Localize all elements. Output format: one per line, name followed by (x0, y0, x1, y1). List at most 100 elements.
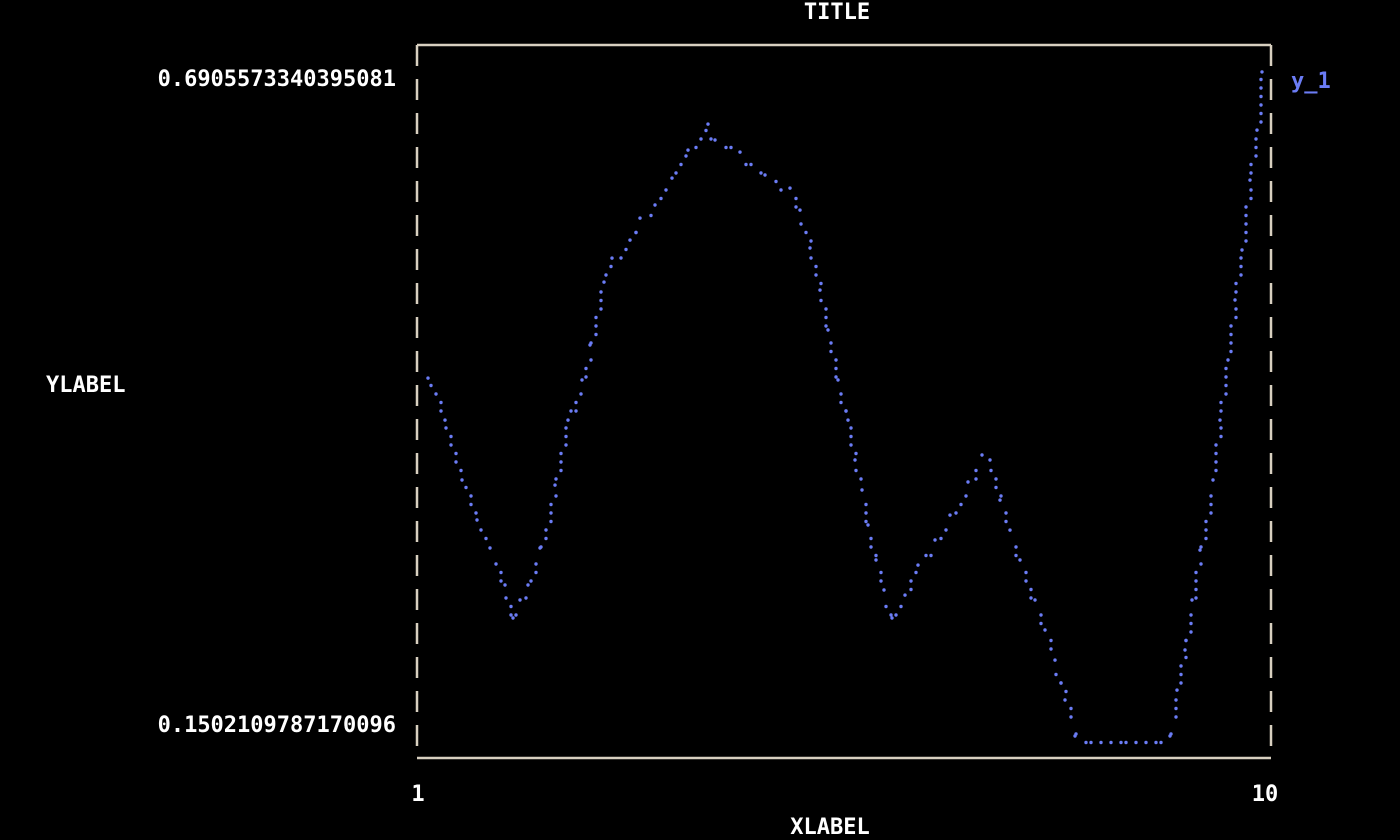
data-point (1175, 688, 1179, 692)
line-dot (469, 494, 473, 498)
line-dot (809, 256, 813, 260)
data-point (836, 378, 840, 382)
line-dot (1219, 400, 1223, 405)
line-dot (1179, 672, 1183, 677)
line-dot (1209, 494, 1213, 498)
line-dot (824, 324, 828, 328)
data-point (903, 593, 907, 597)
line-dot (559, 460, 563, 464)
line-dot (869, 545, 873, 549)
line-dot (524, 596, 528, 600)
line-dot (1224, 383, 1228, 388)
line-dot (954, 511, 958, 515)
line-dot (1234, 281, 1238, 286)
line-dot (834, 358, 838, 362)
y-tick-label-max: 0.6905573340395081 (158, 67, 396, 92)
data-point (998, 498, 1002, 502)
data-point (874, 558, 878, 562)
line-dot (449, 434, 453, 439)
data-point (1218, 418, 1222, 422)
line-dot (604, 273, 608, 277)
line-dot (469, 502, 473, 507)
data-point (738, 150, 742, 154)
line-dot (1119, 740, 1123, 745)
line-dot (1189, 630, 1193, 634)
line-dot (509, 613, 513, 617)
line-dot (1084, 740, 1088, 745)
line-dot (869, 536, 873, 541)
data-point (602, 280, 606, 284)
line-dot (1089, 740, 1093, 745)
data-point (890, 616, 894, 620)
line-dot (879, 570, 883, 575)
line-dot (884, 604, 888, 609)
line-dot (1029, 596, 1033, 600)
line-dot (1194, 587, 1198, 592)
line-dot (909, 579, 913, 583)
line-dot (1204, 519, 1208, 524)
line-dot (804, 230, 808, 235)
data-point (846, 418, 850, 422)
line-dot (574, 400, 578, 405)
line-dot (814, 273, 818, 277)
line-dot (429, 383, 433, 388)
line-dot (1259, 120, 1263, 124)
line-dot (799, 222, 803, 226)
line-dot (1189, 613, 1193, 617)
line-dot (594, 315, 598, 320)
line-dot (549, 511, 553, 515)
line-dot (649, 213, 653, 218)
line-dot (1204, 528, 1208, 532)
line-dot (529, 579, 533, 583)
line-dot (699, 137, 703, 141)
data-point (426, 376, 430, 380)
line-dot (439, 400, 443, 405)
line-dot (1179, 681, 1183, 685)
line-dot (569, 409, 573, 413)
line-dot (474, 511, 478, 515)
line-dot (1199, 562, 1203, 566)
line-dot (549, 502, 553, 507)
series-y_1 (426, 70, 1264, 745)
data-point (882, 588, 886, 592)
line-dot (914, 570, 918, 575)
line-dot (464, 485, 468, 490)
line-dot (1224, 366, 1228, 371)
data-point (966, 480, 970, 484)
line-dot (1219, 409, 1223, 413)
line-dot (664, 188, 668, 192)
data-point (1226, 358, 1230, 362)
line-dot (1219, 434, 1223, 439)
line-dot (1199, 545, 1203, 549)
line-dot (1239, 256, 1243, 260)
line-dot (549, 519, 553, 524)
line-dot (624, 247, 628, 252)
line-dot (509, 604, 513, 609)
line-dot (559, 451, 563, 456)
line-dot (1214, 460, 1218, 464)
line-dot (534, 562, 538, 566)
line-dot (589, 341, 593, 345)
line-dot (694, 145, 698, 150)
line-dot (1229, 341, 1233, 345)
line-dot (1214, 451, 1218, 456)
data-point (653, 203, 657, 207)
line-dot (674, 171, 678, 175)
line-dot (1229, 324, 1233, 328)
line-dot (454, 451, 458, 456)
data-point (670, 176, 674, 180)
line-dot (849, 434, 853, 439)
data-point (866, 523, 870, 527)
data-point (1198, 548, 1202, 552)
line-dot (589, 358, 593, 362)
data-point (826, 328, 830, 332)
line-dot (1069, 715, 1073, 719)
data-point (526, 583, 530, 587)
line-dot (499, 579, 503, 583)
line-dot (794, 205, 798, 209)
line-dot (504, 596, 508, 600)
y-axis-label: YLABEL (46, 373, 125, 398)
line-dot (909, 587, 913, 592)
line-dot (1059, 681, 1063, 685)
